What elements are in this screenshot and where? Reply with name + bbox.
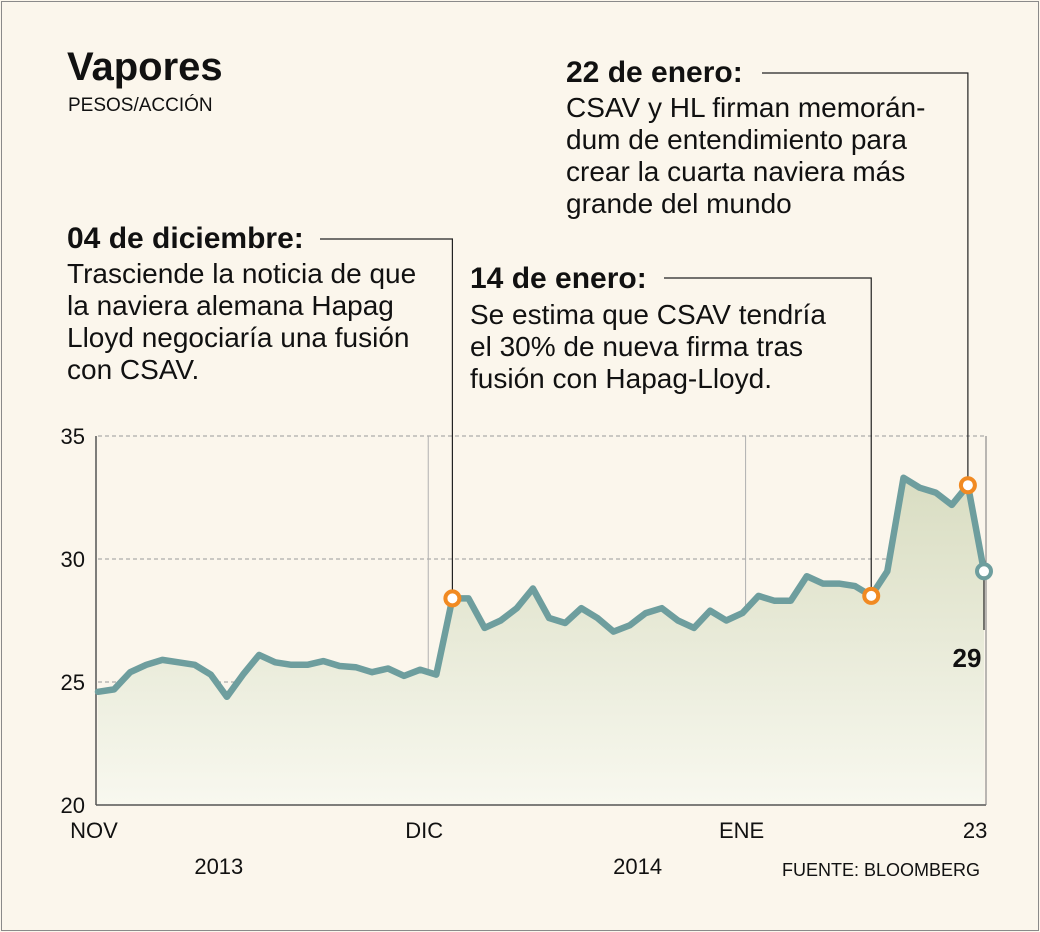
- annotation-leaders: [320, 72, 985, 630]
- annotation-line: grande del mundo: [566, 188, 792, 219]
- year-labels: 2013 2014: [194, 854, 662, 879]
- year-label: 2014: [613, 854, 662, 879]
- annotation-title: 04 de diciembre:: [67, 222, 304, 255]
- annotation-line: CSAV y HL firman memorán-: [566, 92, 925, 123]
- annotation-line: Se estima que CSAV tendría: [470, 299, 826, 330]
- annotation-ene14: 14 de enero: Se estima que CSAV tendría …: [470, 262, 826, 394]
- y-tick-label: 35: [61, 424, 85, 449]
- chart-subtitle: PESOS/ACCIÓN: [68, 94, 213, 116]
- event-markers: [443, 476, 993, 608]
- series-line: [94, 474, 988, 701]
- annotation-line: dum de entendimiento para: [566, 124, 907, 155]
- annotation-line: crear la cuarta naviera más: [566, 156, 905, 187]
- annotation-ene22: 22 de enero: CSAV y HL firman memorán- d…: [566, 56, 925, 219]
- area-fill: [98, 477, 984, 805]
- y-tick-label: 25: [61, 670, 85, 695]
- x-tick-label: ENE: [719, 818, 764, 843]
- annotation-line: el 30% de nueva firma tras: [470, 331, 803, 362]
- annotation-line: fusión con Hapag-Lloyd.: [470, 363, 772, 394]
- event-marker: [958, 476, 977, 495]
- leader-line: [664, 277, 872, 596]
- event-marker: [862, 586, 881, 605]
- x-axis-ticks: NOV DIC ENE 23: [70, 818, 987, 843]
- annotation-title: 22 de enero:: [566, 56, 743, 89]
- annotation-line: Trasciende la noticia de que: [67, 258, 416, 289]
- y-tick-label: 30: [61, 547, 85, 572]
- x-tick-label: 23: [963, 818, 987, 843]
- event-marker: [443, 589, 462, 608]
- event-marker: [975, 562, 993, 581]
- leader-line: [320, 238, 453, 599]
- axis-lines: [95, 436, 987, 806]
- end-value-label: 29: [953, 643, 982, 673]
- y-tick-label: 20: [61, 793, 85, 818]
- year-label: 2013: [194, 854, 243, 879]
- chart-title: Vapores: [67, 45, 223, 89]
- x-tick-label: NOV: [70, 818, 118, 843]
- x-tick-label: DIC: [405, 818, 443, 843]
- annotation-dic04: 04 de diciembre: Trasciende la noticia d…: [67, 222, 416, 385]
- source-label: FUENTE: BLOOMBERG: [782, 860, 980, 880]
- annotation-line: con CSAV.: [67, 354, 199, 385]
- annotation-line: la naviera alemana Hapag: [67, 290, 394, 321]
- leader-line: [762, 72, 969, 486]
- y-axis-ticks: 20 25 30 35: [61, 424, 85, 818]
- annotation-title: 14 de enero:: [470, 262, 647, 295]
- annotation-line: Lloyd negociaría una fusión: [67, 322, 409, 353]
